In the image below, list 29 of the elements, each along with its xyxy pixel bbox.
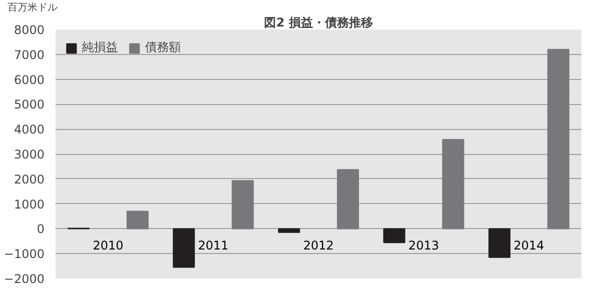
bar: [126, 210, 149, 230]
bar: [547, 48, 570, 230]
legend-label: 純損益: [82, 39, 118, 56]
y-tick-label: 1000: [14, 197, 45, 212]
bar: [383, 228, 406, 244]
y-tick-label: 4000: [14, 122, 45, 137]
bar: [336, 169, 359, 230]
y-tick-label: 2000: [14, 172, 45, 186]
y-axis-title: 百万米ドル: [8, 2, 58, 14]
bar: [442, 139, 464, 230]
legend-label: 債務額: [145, 39, 181, 56]
bar: [232, 180, 254, 230]
y-tick-label: −2000: [4, 272, 44, 286]
x-tick-label: 2010: [92, 238, 124, 253]
bar: [488, 228, 510, 258]
y-tick-label: 8000: [14, 23, 45, 37]
chart-title: 図2 損益・債務推移: [264, 16, 373, 30]
y-tick-label: 7000: [14, 48, 45, 62]
y-tick-label: 6000: [14, 72, 45, 87]
y-tick-label: 5000: [14, 98, 45, 112]
bar: [278, 228, 300, 233]
x-tick-label: 2012: [303, 238, 334, 253]
x-tick-label: 2014: [514, 238, 544, 253]
y-tick-label: 0: [36, 222, 45, 236]
x-tick-label: 2011: [198, 238, 229, 253]
x-tick-label: 2013: [408, 238, 439, 253]
bar: [172, 228, 195, 268]
y-tick-label: −1000: [4, 247, 44, 262]
y-tick-label: 3000: [14, 148, 45, 162]
